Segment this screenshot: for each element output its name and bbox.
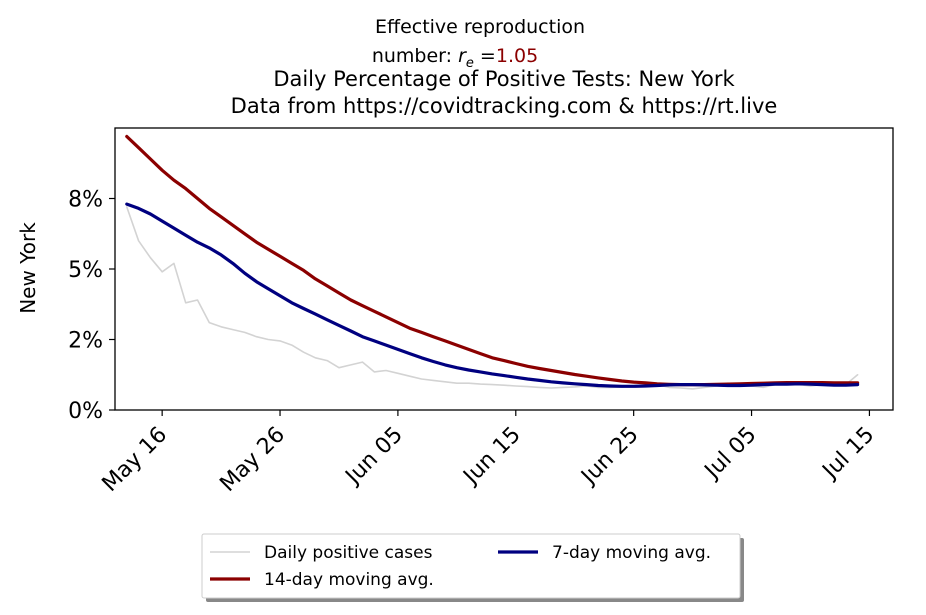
series-line-3	[125, 202, 860, 388]
annotation-line-2: number: re =1.05	[372, 45, 538, 71]
annotation-prefix: number:	[372, 45, 458, 67]
annotation-equals: =	[474, 45, 496, 67]
y-tick-label: 0%	[68, 399, 103, 424]
legend-label: Daily positive cases	[264, 543, 433, 563]
x-tick-label: Jul 05	[699, 422, 762, 485]
annotation-value: 1.05	[496, 45, 538, 67]
effective-reproduction-annotation: Effective reproduction number: re =1.05	[372, 16, 585, 71]
y-tick-label: 2%	[68, 329, 103, 354]
x-tick-label: Jul 15	[817, 422, 880, 485]
x-tick-label: Jun 15	[458, 422, 526, 490]
series-line-1	[126, 206, 859, 390]
x-tick-label: May 26	[215, 422, 290, 497]
x-tick-label: Jun 05	[340, 422, 408, 490]
legend-box	[201, 533, 741, 599]
legend-label: 7-day moving avg.	[552, 543, 711, 563]
x-tick-label: Jun 25	[576, 422, 644, 490]
series-layer	[125, 134, 860, 390]
annotation-line-1: Effective reproduction	[375, 16, 585, 38]
y-tick-label: 5%	[68, 258, 103, 283]
chart-title: Daily Percentage of Positive Tests: New …	[273, 67, 735, 91]
x-tick-label: May 16	[98, 422, 173, 497]
legend-label: 14-day moving avg.	[264, 570, 434, 590]
axis-layer: May 16 May 26 Jun 05 Jun 15 Jun 25 Jul 05 Jul …	[68, 188, 879, 497]
plot-frame	[114, 127, 894, 411]
chart-subtitle: Data from https://covidtracking.com & ht…	[231, 94, 778, 118]
y-tick-label: 8%	[68, 188, 103, 213]
legend: Daily positive cases 14-day moving avg. 7-…	[201, 533, 744, 602]
annotation-subscript: e	[466, 56, 474, 71]
series-line-2	[125, 134, 860, 387]
annotation-symbol: r	[458, 45, 467, 67]
y-axis-label: New York	[16, 222, 40, 314]
